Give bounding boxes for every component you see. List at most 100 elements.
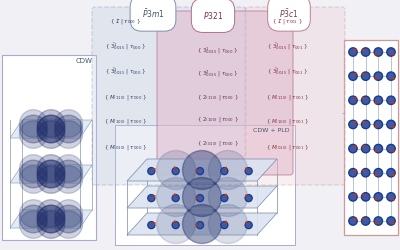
Circle shape [196, 222, 204, 228]
Text: { $3^1_{0015}$ | $\tau_{000}$ }: { $3^1_{0015}$ | $\tau_{000}$ } [197, 46, 239, 56]
Circle shape [55, 160, 82, 188]
Circle shape [363, 170, 368, 175]
Text: { $2_{(100)}$ | $\tau_{000}$ }: { $2_{(100)}$ | $\tau_{000}$ } [197, 116, 239, 124]
Circle shape [388, 146, 394, 151]
Circle shape [221, 194, 228, 202]
Circle shape [376, 194, 381, 200]
Circle shape [148, 222, 155, 228]
Bar [20, 166, 82, 182]
Circle shape [376, 146, 381, 151]
Circle shape [376, 170, 381, 175]
Circle shape [156, 204, 196, 244]
Polygon shape [10, 120, 92, 138]
Circle shape [349, 96, 357, 104]
Text: { $M_{(110)}$ | $\tau_{001}$ }: { $M_{(110)}$ | $\tau_{001}$ } [266, 92, 310, 102]
FancyBboxPatch shape [92, 7, 246, 185]
Circle shape [362, 72, 370, 80]
Circle shape [374, 193, 382, 201]
Circle shape [376, 122, 381, 127]
Circle shape [55, 155, 82, 182]
Circle shape [376, 49, 381, 55]
Circle shape [174, 223, 178, 227]
Text: $P\bar{3}c1$: $P\bar{3}c1$ [279, 7, 299, 20]
Circle shape [55, 205, 82, 233]
Circle shape [182, 204, 222, 244]
Circle shape [363, 218, 368, 224]
Text: { $\mathcal{I}$ | $\tau_{000}$ }: { $\mathcal{I}$ | $\tau_{000}$ } [110, 18, 142, 26]
Text: { $M_{(010)}$ | $\tau_{001}$ }: { $M_{(010)}$ | $\tau_{001}$ } [266, 142, 310, 152]
Circle shape [20, 155, 47, 182]
Circle shape [363, 98, 368, 103]
Text: { $\bar{3}^2_{0015}$ | $\tau_{001}$ }: { $\bar{3}^2_{0015}$ | $\tau_{001}$ } [267, 67, 309, 77]
Text: { $\bar{3}^1_{0015}$ | $\tau_{001}$ }: { $\bar{3}^1_{0015}$ | $\tau_{001}$ } [267, 42, 309, 52]
Circle shape [388, 194, 394, 200]
Circle shape [349, 217, 357, 225]
Bar [344, 40, 398, 235]
Circle shape [388, 218, 394, 224]
Circle shape [37, 210, 65, 238]
Circle shape [20, 205, 47, 233]
Circle shape [55, 200, 82, 228]
Text: { $\mathcal{I}$ | $\tau_{001}$ }: { $\mathcal{I}$ | $\tau_{001}$ } [272, 18, 304, 26]
Circle shape [387, 217, 395, 225]
Circle shape [221, 168, 228, 174]
Circle shape [350, 122, 356, 127]
Text: { $M_{(010)}$ | $\tau_{000}$ }: { $M_{(010)}$ | $\tau_{000}$ } [104, 142, 148, 152]
Circle shape [182, 150, 222, 190]
Circle shape [245, 222, 252, 228]
Circle shape [20, 115, 47, 143]
Circle shape [350, 98, 356, 103]
Bar [115, 125, 295, 245]
Circle shape [172, 194, 179, 202]
Circle shape [246, 169, 251, 173]
Text: { $M_{(110)}$ | $\tau_{000}$ }: { $M_{(110)}$ | $\tau_{000}$ } [104, 92, 148, 102]
Circle shape [55, 166, 82, 193]
Circle shape [363, 146, 368, 151]
Circle shape [376, 98, 381, 103]
Circle shape [198, 169, 202, 173]
Bar [20, 210, 82, 228]
Circle shape [387, 144, 395, 153]
Circle shape [388, 170, 394, 175]
Circle shape [55, 110, 82, 138]
Circle shape [208, 178, 248, 216]
Text: { $E$ | $\tau_{000}$ }: { $E$ | $\tau_{000}$ } [202, 24, 234, 32]
Polygon shape [10, 210, 92, 228]
Circle shape [55, 210, 82, 238]
Circle shape [388, 73, 394, 79]
Circle shape [174, 196, 178, 200]
Circle shape [362, 168, 370, 177]
Circle shape [362, 96, 370, 104]
Circle shape [350, 146, 356, 151]
Circle shape [388, 122, 394, 127]
Circle shape [20, 160, 47, 188]
Polygon shape [127, 186, 277, 208]
Circle shape [37, 160, 65, 188]
Circle shape [350, 218, 356, 224]
Circle shape [350, 194, 356, 200]
Circle shape [362, 120, 370, 129]
Circle shape [156, 150, 196, 190]
Circle shape [363, 49, 368, 55]
Text: { $M_{(100)}$ | $\tau_{001}$ }: { $M_{(100)}$ | $\tau_{001}$ } [266, 118, 310, 126]
Circle shape [37, 155, 65, 182]
Circle shape [55, 115, 82, 143]
Text: { $M_{(100)}$ | $\tau_{000}$ }: { $M_{(100)}$ | $\tau_{000}$ } [104, 118, 148, 126]
Circle shape [149, 169, 154, 173]
Circle shape [387, 193, 395, 201]
Circle shape [222, 223, 226, 227]
Circle shape [349, 193, 357, 201]
Circle shape [37, 115, 65, 143]
Bar [20, 120, 82, 138]
Circle shape [350, 73, 356, 79]
FancyBboxPatch shape [157, 11, 293, 175]
Circle shape [387, 48, 395, 56]
Circle shape [387, 120, 395, 129]
Circle shape [374, 96, 382, 104]
Circle shape [221, 222, 228, 228]
Circle shape [246, 196, 251, 200]
Circle shape [374, 217, 382, 225]
Circle shape [148, 194, 155, 202]
Circle shape [222, 169, 226, 173]
Circle shape [362, 48, 370, 56]
